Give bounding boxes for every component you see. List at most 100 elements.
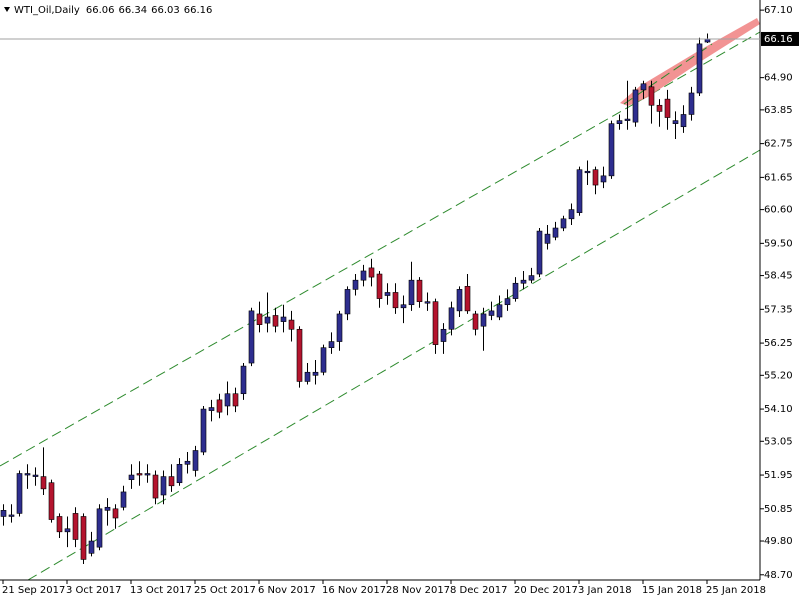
y-tick-label: 64.90: [764, 73, 793, 84]
candle-body: [408, 279, 415, 306]
y-tick-label: 48.70: [764, 570, 793, 581]
candle-body: [208, 407, 215, 411]
symbol: WTI_Oil,Daily: [14, 5, 80, 16]
header-close: 66.16: [184, 5, 213, 16]
candle-body: [512, 282, 519, 299]
candle-body: [672, 120, 679, 124]
candle-body: [40, 476, 47, 490]
candle-body: [64, 528, 71, 533]
candle-body: [528, 275, 535, 281]
candle-body: [0, 510, 7, 517]
candle-body: [576, 169, 583, 213]
candle-body: [48, 482, 55, 520]
candle-body: [128, 474, 135, 480]
candle-body: [104, 506, 111, 511]
candle-body: [16, 473, 23, 514]
candle-body: [200, 408, 207, 453]
candle-body: [504, 298, 511, 306]
channel-lower: [27, 149, 761, 581]
x-tick-label: 20 Dec 2017: [514, 585, 578, 596]
candle-body: [112, 508, 119, 519]
candle-body: [616, 120, 623, 124]
y-tick-label: 60.60: [764, 205, 793, 216]
chart-header: WTI_Oil,Daily 66.06 66.34 66.03 66.16: [14, 5, 212, 16]
candle-body: [536, 230, 543, 275]
last-price-label: 66.16: [764, 34, 793, 45]
candle-body: [336, 313, 343, 342]
y-tick-label: 56.25: [764, 338, 793, 349]
candle-body: [192, 450, 199, 471]
candle-body: [456, 289, 463, 312]
x-tick-label: 16 Nov 2017: [322, 585, 386, 596]
candle-body: [520, 279, 527, 284]
y-tick-label: 61.65: [764, 172, 793, 183]
candle-body: [464, 286, 471, 312]
candle-body: [608, 123, 615, 177]
channel-mid: [623, 43, 713, 105]
candle-body: [344, 289, 351, 315]
candle-body: [224, 393, 231, 407]
candle-body: [272, 315, 279, 327]
x-tick-label: 28 Nov 2017: [386, 585, 450, 596]
y-tick-label: 67.10: [764, 5, 793, 16]
candle-body: [72, 513, 79, 540]
candle-body: [600, 175, 607, 183]
candle-body: [96, 508, 103, 548]
candle-body: [360, 270, 367, 281]
y-tick-label: 49.80: [764, 536, 793, 547]
candle-body: [480, 313, 487, 327]
candle-body: [384, 292, 391, 296]
candle-body: [328, 341, 335, 348]
candle-body: [280, 316, 287, 322]
y-tick-label: 54.10: [764, 404, 793, 415]
candle-body: [296, 328, 303, 382]
candle-body: [664, 98, 671, 118]
candle-body: [544, 233, 551, 244]
candle-body: [424, 301, 431, 304]
candle-body: [232, 393, 239, 407]
candle-body: [168, 476, 175, 487]
candle-body: [552, 227, 559, 238]
candle-body: [416, 279, 423, 302]
candle-body: [688, 92, 695, 115]
candle-body: [120, 491, 127, 508]
candle-body: [8, 514, 15, 517]
candle-body: [584, 170, 591, 174]
candle-body: [696, 43, 703, 94]
candle-body: [264, 316, 271, 324]
candle-body: [56, 516, 63, 533]
y-tick-label: 53.05: [764, 436, 793, 447]
candle-body: [352, 279, 359, 290]
candle-body: [632, 89, 639, 123]
header-low: 66.03: [151, 5, 180, 16]
candle-body: [216, 399, 223, 413]
candle-body: [496, 304, 503, 318]
candle-body: [152, 474, 159, 499]
candle-body: [256, 313, 263, 325]
y-tick-label: 63.85: [764, 105, 793, 116]
candle-body: [392, 292, 399, 309]
y-tick-label: 50.85: [764, 504, 793, 515]
candle-body: [32, 474, 39, 477]
x-tick-label: 3 Jan 2018: [578, 585, 632, 596]
candle-body: [240, 365, 247, 395]
candle-body: [680, 114, 687, 128]
x-tick-label: 8 Dec 2017: [450, 585, 508, 596]
x-tick-label: 25 Jan 2018: [706, 585, 766, 596]
candle-body: [320, 347, 327, 373]
candle-body: [400, 304, 407, 309]
candle-body: [304, 371, 311, 382]
candle-body: [376, 273, 383, 299]
candle-body: [624, 118, 631, 121]
candle-body: [248, 310, 255, 364]
candle-body: [488, 310, 495, 316]
y-tick-label: 51.95: [764, 470, 793, 481]
candle-body: [592, 169, 599, 186]
candle-body: [136, 473, 143, 476]
candle-body: [24, 473, 31, 476]
x-tick-label: 3 Oct 2017: [66, 585, 121, 596]
header-high: 66.34: [119, 5, 148, 16]
candle-body: [648, 86, 655, 106]
